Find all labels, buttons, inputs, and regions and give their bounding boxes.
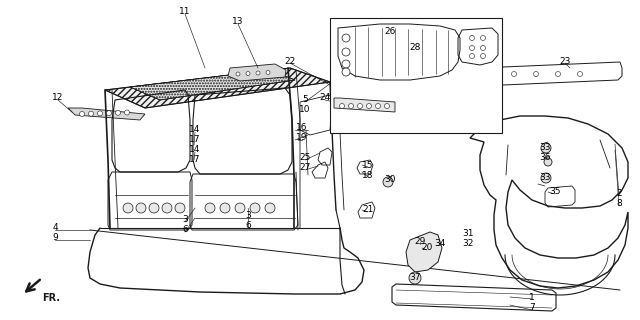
- Polygon shape: [68, 108, 145, 120]
- Circle shape: [136, 203, 146, 213]
- Text: 23: 23: [559, 58, 571, 67]
- Text: 35: 35: [549, 188, 561, 196]
- Text: 34: 34: [435, 238, 445, 247]
- Circle shape: [367, 103, 371, 108]
- Text: 27: 27: [300, 164, 310, 172]
- Text: FR.: FR.: [42, 293, 60, 303]
- Circle shape: [115, 110, 120, 115]
- Circle shape: [349, 103, 353, 108]
- Circle shape: [175, 203, 185, 213]
- Text: 11: 11: [179, 7, 191, 17]
- Circle shape: [383, 177, 393, 187]
- Circle shape: [358, 103, 362, 108]
- Text: 3: 3: [245, 211, 251, 220]
- Circle shape: [339, 103, 344, 108]
- Polygon shape: [334, 98, 395, 112]
- Text: 6: 6: [245, 220, 251, 229]
- Text: 14: 14: [189, 146, 201, 155]
- Text: 16: 16: [296, 124, 308, 132]
- Text: 7: 7: [529, 303, 535, 313]
- Text: 17: 17: [189, 156, 201, 164]
- Text: 18: 18: [362, 171, 374, 180]
- Text: 1: 1: [529, 292, 535, 301]
- Circle shape: [544, 158, 552, 166]
- Circle shape: [162, 203, 172, 213]
- Text: 15: 15: [362, 161, 374, 170]
- Circle shape: [235, 203, 245, 213]
- Circle shape: [266, 70, 270, 75]
- Text: 21: 21: [362, 205, 374, 214]
- Bar: [330, 18, 502, 133]
- Polygon shape: [406, 232, 442, 272]
- Text: 20: 20: [421, 244, 433, 252]
- Circle shape: [556, 71, 561, 76]
- Text: 22: 22: [284, 58, 296, 67]
- Circle shape: [123, 203, 133, 213]
- Text: 32: 32: [462, 238, 474, 247]
- Circle shape: [256, 71, 260, 75]
- Circle shape: [125, 110, 129, 115]
- Circle shape: [541, 143, 551, 153]
- Text: 24: 24: [319, 93, 331, 102]
- Text: 28: 28: [410, 44, 420, 52]
- Circle shape: [220, 203, 230, 213]
- Text: 4: 4: [52, 223, 58, 233]
- Circle shape: [342, 48, 350, 56]
- Circle shape: [342, 60, 350, 68]
- Circle shape: [470, 45, 474, 51]
- Text: 10: 10: [300, 106, 311, 115]
- Circle shape: [577, 71, 582, 76]
- Circle shape: [250, 203, 260, 213]
- Circle shape: [106, 111, 111, 116]
- Circle shape: [342, 68, 350, 76]
- Circle shape: [470, 36, 474, 41]
- Text: 17: 17: [189, 135, 201, 145]
- Text: 9: 9: [52, 234, 58, 243]
- Circle shape: [265, 203, 275, 213]
- Polygon shape: [228, 64, 286, 81]
- Text: 13: 13: [232, 18, 244, 27]
- Text: 25: 25: [300, 154, 310, 163]
- Text: 29: 29: [414, 237, 426, 246]
- Circle shape: [541, 173, 551, 183]
- Circle shape: [88, 111, 93, 116]
- Circle shape: [481, 45, 486, 51]
- Circle shape: [79, 111, 84, 116]
- Circle shape: [481, 53, 486, 59]
- Text: 8: 8: [616, 199, 622, 209]
- Text: 2: 2: [616, 189, 622, 198]
- Circle shape: [409, 272, 421, 284]
- Text: 19: 19: [296, 133, 308, 142]
- Text: 33: 33: [540, 143, 551, 153]
- Circle shape: [481, 36, 486, 41]
- Circle shape: [236, 72, 240, 76]
- Text: 26: 26: [384, 28, 396, 36]
- Circle shape: [246, 71, 250, 76]
- Text: 33: 33: [540, 173, 551, 182]
- Text: 12: 12: [52, 93, 64, 102]
- Circle shape: [385, 103, 390, 108]
- Polygon shape: [105, 68, 330, 108]
- Text: 14: 14: [189, 125, 201, 134]
- Circle shape: [376, 103, 381, 108]
- Polygon shape: [130, 70, 295, 100]
- Circle shape: [342, 34, 350, 42]
- Circle shape: [149, 203, 159, 213]
- Text: 6: 6: [182, 226, 188, 235]
- Text: 30: 30: [384, 175, 396, 185]
- Circle shape: [534, 71, 538, 76]
- Circle shape: [470, 53, 474, 59]
- Text: 37: 37: [409, 274, 420, 283]
- Circle shape: [511, 71, 516, 76]
- Circle shape: [490, 71, 495, 76]
- Circle shape: [205, 203, 215, 213]
- Text: 36: 36: [540, 154, 551, 163]
- Text: 31: 31: [462, 228, 474, 237]
- Circle shape: [97, 111, 102, 116]
- Text: 5: 5: [302, 95, 308, 105]
- Text: 3: 3: [182, 215, 188, 225]
